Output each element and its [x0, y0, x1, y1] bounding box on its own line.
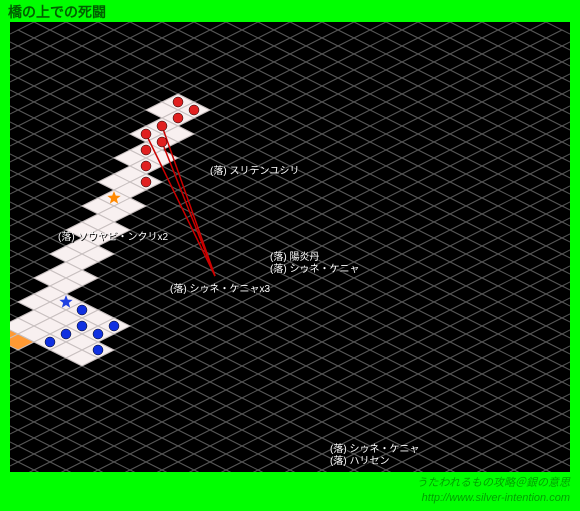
page-title: 橋の上での死闘 — [8, 2, 106, 22]
enemy-unit — [141, 177, 151, 187]
drop-label: (落) シゥネ・ケニャ — [270, 260, 359, 275]
credits-url: http://www.silver-intention.com — [417, 491, 570, 505]
map-svg — [10, 22, 570, 472]
enemy-unit — [141, 145, 151, 155]
drop-label: (落) シゥネ・ケニャx3 — [170, 280, 270, 295]
drop-label: (落) スリテンユシリ — [210, 162, 299, 177]
map-area: (落) スリテンユシリ(落) ソウヤビ・ンクリx2(落) シゥネ・ケニャx3(落… — [10, 22, 570, 472]
ally-unit — [45, 337, 55, 347]
ally-unit — [93, 329, 103, 339]
enemy-unit — [189, 105, 199, 115]
ally-unit — [61, 329, 71, 339]
ally-unit — [77, 305, 87, 315]
credits-title: うたわれるもの攻略＠銀の意思 — [417, 476, 570, 490]
enemy-unit — [173, 113, 183, 123]
enemy-unit — [141, 129, 151, 139]
drop-label: (落) ハリセン — [330, 452, 389, 467]
ally-unit — [77, 321, 87, 331]
enemy-unit — [157, 121, 167, 131]
ally-unit — [93, 345, 103, 355]
ally-unit — [109, 321, 119, 331]
drop-label: (落) ソウヤビ・ンクリx2 — [58, 228, 168, 243]
enemy-unit — [157, 137, 167, 147]
credits: うたわれるもの攻略＠銀の意思 http://www.silver-intenti… — [417, 476, 570, 505]
enemy-unit — [141, 161, 151, 171]
enemy-unit — [173, 97, 183, 107]
